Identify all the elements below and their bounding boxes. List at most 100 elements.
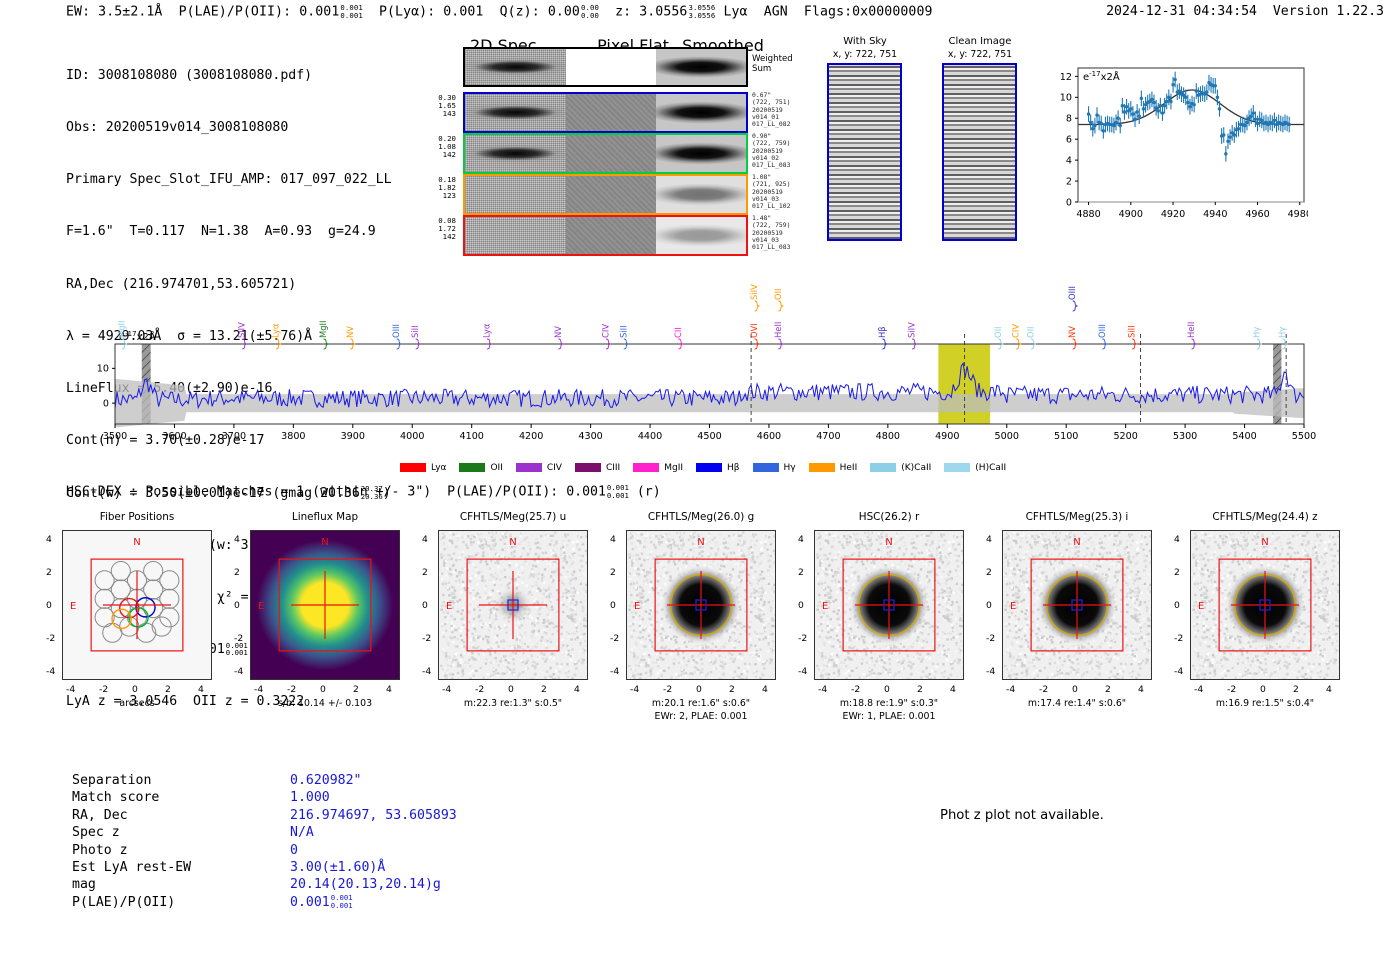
legend-label: Hγ [783,463,796,473]
svg-text:NV: NV [553,326,563,338]
spec2d-row-1 [463,92,748,133]
info-plae-a-lo: 0.001 [225,648,248,658]
legend-item: OII [459,463,503,473]
legend-item: HeII [808,463,858,473]
match-table-label: Match score [72,790,160,806]
svg-text:5200: 5200 [1113,431,1137,442]
cutout-x-tick: 0 [1072,684,1078,695]
cutout-x-tick: 4 [1326,684,1332,695]
match-table-label: Est LyA rest-EW [72,860,192,876]
match-table-value: 0.0010.001 0.001 [290,893,353,910]
cutout-y-tick: 4 [986,534,992,545]
svg-text:OII: OII [1026,326,1036,338]
match-table-plae-hi: 0.001 [330,893,353,903]
pixelflat-image [566,176,657,213]
cutout-x-tick: -2 [475,684,485,695]
cutout-y-tick: 0 [234,600,240,611]
svg-text:5100: 5100 [1054,431,1078,442]
cutout-image: NE [439,531,587,679]
legend-swatch [515,463,542,472]
svg-text:4400: 4400 [638,431,662,442]
cutout-y-tick: -2 [986,633,996,644]
match-header-post: (r) [636,484,661,500]
header-plya: P(Lyα): 0.001 [378,4,484,20]
spec2d-row-4 [463,215,748,256]
header-qz-label: Q(z): [499,4,540,20]
svg-text:OII: OII [993,326,1003,338]
svg-text:6: 6 [1066,135,1072,146]
spec2d-image [465,94,567,131]
cutout-x-tick: -4 [254,684,264,695]
svg-text:E: E [634,601,640,612]
smoothed-image [656,49,746,85]
row-label: 123 [442,191,456,201]
cutout-y-tick: 2 [610,567,616,578]
svg-text:4880: 4880 [1076,209,1100,220]
svg-text:0: 0 [1066,197,1072,208]
header-qz-lo: 0.00 [580,10,599,20]
svg-text:5000: 5000 [995,431,1019,442]
cutout-y-tick: 0 [610,600,616,611]
cutout-y-tick: -4 [422,666,432,677]
svg-text:4800: 4800 [876,431,900,442]
row-label: (722, 751) [752,98,791,107]
legend-label: HeII [839,463,858,473]
legend-item: Hβ [696,463,740,473]
svg-text:MgII: MgII [117,321,127,338]
match-table-value: 1.000 [290,790,330,806]
row-label: 017_LL_082 [752,120,791,129]
cutout-title: CFHTLS/Meg(26.0) g [647,511,755,523]
svg-text:HeII: HeII [773,322,783,338]
cutout-y-tick: 0 [422,600,428,611]
match-header-lo: 0.001 [606,490,629,500]
header-plae-value: 0.001 [299,4,340,20]
cutout-y-tick: 2 [798,567,804,578]
svg-text:3700: 3700 [222,431,246,442]
svg-text:MgII: MgII [318,321,328,338]
header-z-lo: 3.0556 [688,10,716,20]
svg-text:10: 10 [97,364,109,375]
svg-text:4940: 4940 [1203,209,1227,220]
header-version: Version 1.22.3 [1272,4,1384,19]
cutout-y-tick: 4 [798,534,804,545]
row-label: 20200519 [752,105,783,114]
info-redshifts: LyA z = 3.0546 OII z = 0.3222 [66,694,305,710]
cutout-image: NE [627,531,775,679]
header-plae-lo: 0.001 [340,10,363,20]
svg-text:4500: 4500 [697,431,721,442]
cutout-y-tick: -4 [1174,666,1184,677]
cutout-y-tick: -4 [46,666,56,677]
header-z-label: z: [615,4,632,20]
row-label: (722, 759) [752,221,791,230]
with-sky-image [827,63,902,241]
clean-image-coords: x, y: 722, 751 [947,49,1013,60]
spec2d-row-1-right-labels: 0.67" (722, 751) 20200519 v014_01 017_LL… [752,91,791,129]
legend-swatch [752,463,779,472]
full-spectrum-panel: 0 10 3500 3600 3700 3800 3900 4000 4100 4200 4300 4… [95,280,1320,470]
cutout-y-tick: 4 [610,534,616,545]
spec2d-image [465,135,567,172]
cutout-x-tick: -2 [851,684,861,695]
svg-text:OIII: OIII [1067,286,1077,300]
svg-text:5500: 5500 [1292,431,1316,442]
cutout-y-tick: 0 [798,600,804,611]
cutout-y-tick: -4 [234,666,244,677]
cutout-x-tick: 2 [917,684,923,695]
legend-swatch [696,463,723,472]
cutout-title: HSC(26.2) r [858,511,920,523]
spec2d-row-weighted-sum [463,47,748,87]
svg-text:N: N [321,537,328,548]
full-spectrum-svg: 0 10 3500 3600 3700 3800 3900 4000 4100 4200 4300 4… [97,284,1316,442]
legend-swatch [459,463,486,472]
legend-item: CIII [574,463,620,473]
row-label: 1.82 [438,183,456,193]
pixelflat-image [566,217,657,254]
header-plae-hi: 0.001 [340,3,363,12]
